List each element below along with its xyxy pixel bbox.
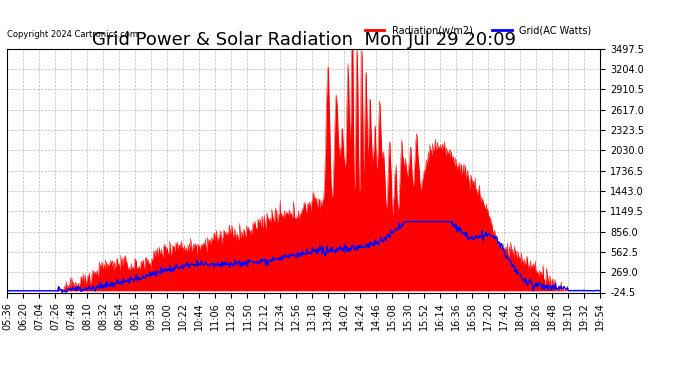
Title: Grid Power & Solar Radiation  Mon Jul 29 20:09: Grid Power & Solar Radiation Mon Jul 29 …: [92, 31, 515, 49]
Text: Copyright 2024 Cartronics.com: Copyright 2024 Cartronics.com: [7, 30, 138, 39]
Legend: Radiation(w/m2), Grid(AC Watts): Radiation(w/m2), Grid(AC Watts): [361, 22, 595, 40]
